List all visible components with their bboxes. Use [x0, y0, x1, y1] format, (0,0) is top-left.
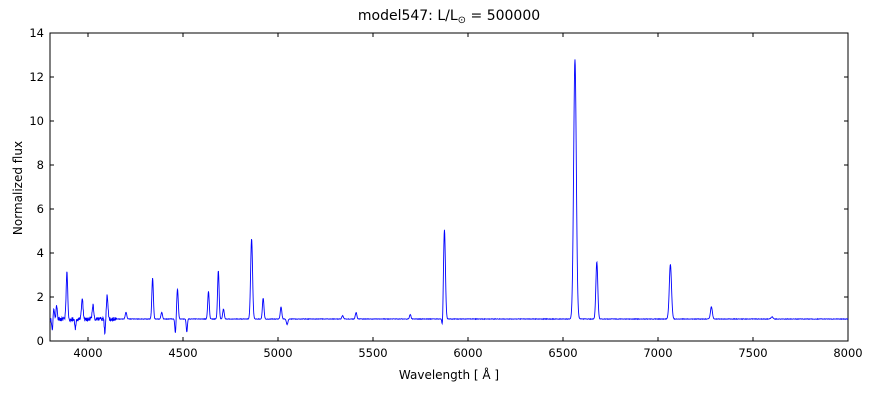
y-tick-label: 10 [29, 114, 44, 128]
x-tick-label: 7500 [738, 346, 767, 360]
x-tick-label: 4000 [73, 346, 102, 360]
x-tick-label: 7000 [643, 346, 672, 360]
spectrum-line [49, 59, 849, 336]
x-tick-label: 5000 [263, 346, 292, 360]
x-tick-label: 6500 [548, 346, 577, 360]
plot-title-value: = 500000 [466, 8, 541, 24]
x-tick-label: 5500 [358, 346, 387, 360]
axes-frame [49, 32, 849, 342]
y-tick-label: 6 [37, 202, 44, 216]
plot-title: model547: L/L⊙ = 500000 [50, 8, 848, 26]
sun-symbol: ⊙ [457, 15, 467, 26]
y-tick-label: 14 [29, 26, 44, 40]
plot-title-main: model547: L/L [357, 8, 458, 24]
y-tick-label: 4 [37, 246, 44, 260]
x-axis-label: Wavelength [ Å ] [398, 368, 500, 382]
x-tick-label: 4500 [168, 346, 197, 360]
x-tick-label: 6000 [453, 346, 482, 360]
y-tick-label: 0 [37, 334, 44, 348]
y-tick-label: 8 [37, 158, 44, 172]
y-tick-label: 2 [37, 290, 44, 304]
y-axis-label: Normalized flux [11, 140, 25, 236]
y-tick-label: 12 [29, 70, 44, 84]
x-tick-label: 8000 [833, 346, 862, 360]
